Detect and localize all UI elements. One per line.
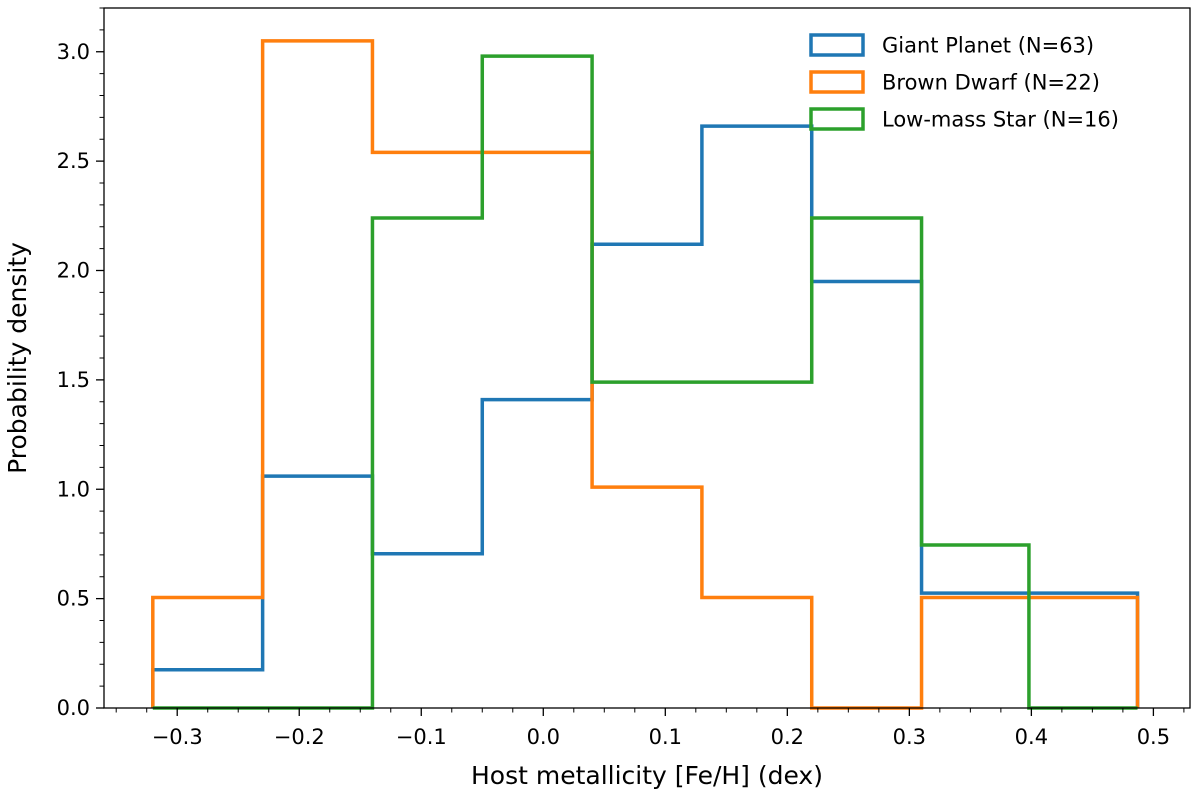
x-tick-label: 0.4 bbox=[1015, 725, 1048, 749]
y-tick-label: 0.0 bbox=[57, 696, 90, 720]
histogram-series-1 bbox=[151, 39, 1140, 710]
histogram-steps bbox=[151, 39, 1140, 710]
axes: −0.3 −0.2 −0.1 0.0 0.1 0.2 0.3 0.4 0.5 0.0 0.5 1.0 1… bbox=[57, 7, 1191, 749]
x-tick-label: −0.2 bbox=[274, 725, 325, 749]
x-tick-label: −0.3 bbox=[152, 725, 203, 749]
x-tick-label: 0.1 bbox=[649, 725, 682, 749]
y-tick-label: 2.0 bbox=[57, 259, 90, 283]
x-tick-label: 0.5 bbox=[1137, 725, 1170, 749]
y-tick-label: 1.5 bbox=[57, 368, 90, 392]
legend-swatch bbox=[809, 107, 865, 131]
legend-label: Low-mass Star (N=16) bbox=[882, 108, 1119, 132]
y-tick-label: 3.0 bbox=[57, 40, 90, 64]
x-tick-label: −0.1 bbox=[396, 725, 447, 749]
y-tick-label: 1.0 bbox=[57, 477, 90, 501]
legend-swatch bbox=[809, 33, 865, 57]
y-axis-label: Probability density bbox=[3, 242, 32, 474]
y-tick-label: 0.5 bbox=[57, 587, 90, 611]
legend-label: Giant Planet (N=63) bbox=[882, 34, 1094, 58]
legend-label: Brown Dwarf (N=22) bbox=[882, 71, 1100, 95]
x-tick-label: 0.2 bbox=[771, 725, 804, 749]
x-tick-label: 0.3 bbox=[893, 725, 926, 749]
legend-swatch bbox=[809, 70, 865, 94]
legend: Giant Planet (N=63) Brown Dwarf (N=22) Low… bbox=[809, 33, 1119, 132]
x-axis-label: Host metallicity [Fe/H] (dex) bbox=[471, 761, 823, 790]
x-tick-label: 0.0 bbox=[527, 725, 560, 749]
histogram-series-2 bbox=[152, 54, 1138, 710]
y-tick-label: 2.5 bbox=[57, 149, 90, 173]
